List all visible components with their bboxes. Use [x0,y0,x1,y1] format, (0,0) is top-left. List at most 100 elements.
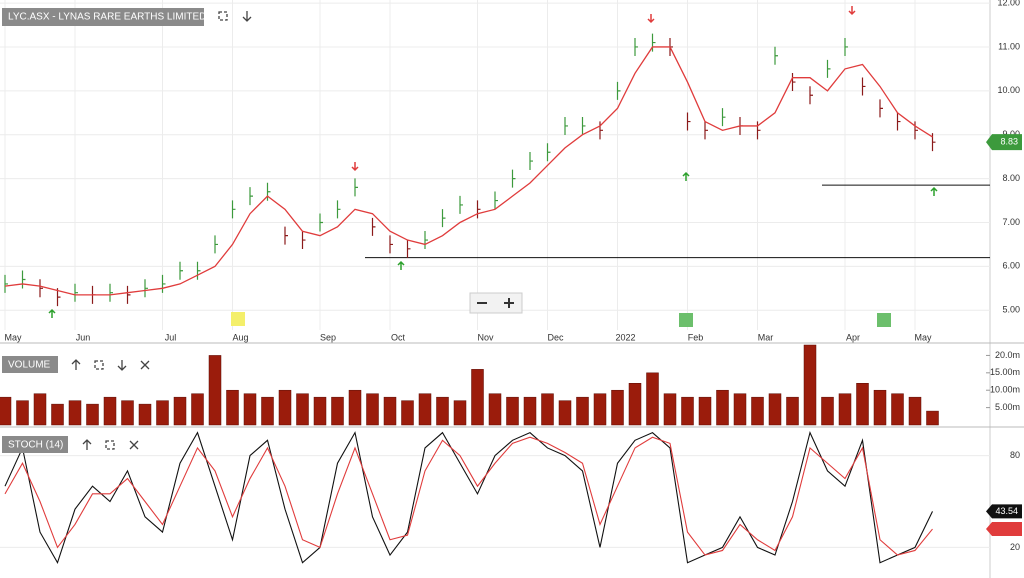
volume-bar [121,400,134,426]
y-tick-label: 9.00 [1002,129,1020,139]
chart-title: LYC.ASX - LYNAS RARE EARTHS LIMITED [8,12,206,23]
move-up-icon[interactable] [71,359,81,370]
y-tick-label: 5.00m [995,402,1020,412]
volume-bar [926,410,939,426]
y-tick-label: 6.00 [1002,261,1020,271]
price-bar [914,121,918,140]
sell-arrow [848,6,856,16]
sell-arrow [351,162,359,172]
volume-bar [873,389,887,426]
volume-bar [558,400,572,426]
x-tick-label: Feb [688,332,704,342]
volume-bar [68,400,82,426]
volume-bar [611,389,624,426]
volume-bar [191,393,204,426]
volume-bar [698,396,712,426]
expand-icon[interactable] [94,360,104,370]
volume-bar [786,396,799,426]
volume-bar [86,403,99,426]
volume-bar [838,393,852,426]
stoch-line [4,431,933,565]
price-bar [301,231,306,250]
volume-bar [366,393,379,426]
x-tick-label: May [4,332,22,342]
x-tick-label: 2022 [615,332,635,342]
price-bar [109,283,113,302]
close-icon[interactable] [129,440,139,450]
price-bar [721,108,726,127]
price-bar [319,213,323,232]
volume-bar [383,396,397,426]
volume-bar [0,396,12,426]
close-icon[interactable] [140,360,150,370]
price-bar [651,33,656,52]
price-bar [424,231,428,250]
volume-bar [593,393,607,426]
price-bar [634,37,638,56]
volume-bar [138,403,152,426]
volume-bar [646,372,659,426]
price-bar [371,217,376,236]
panel-title: VOLUME [8,360,51,371]
panel-title: STOCH (14) [8,440,63,451]
volume-bar [103,396,117,426]
price-bar [406,239,411,258]
y-tick-label: 15.00m [990,367,1020,377]
price-bar [809,86,813,105]
price-bar [476,200,481,219]
note-marker[interactable] [231,312,245,326]
price-bar [861,77,866,96]
volume-bar [751,396,764,426]
expand-icon[interactable] [218,11,228,21]
sell-arrow [647,14,655,24]
volume-bar [716,389,729,426]
price-bar [774,46,778,65]
price-bar [599,121,603,140]
price-bar [616,81,621,100]
volume-bar [51,403,64,426]
volume-bar [891,393,904,426]
event-marker[interactable] [877,313,891,327]
price-bar [826,59,831,78]
price-bar [74,283,78,302]
price-bar [511,169,516,188]
volume-bar [208,355,222,426]
move-down-icon[interactable] [117,360,127,371]
zoom-in[interactable] [504,298,514,308]
x-tick-label: Apr [846,332,860,342]
y-tick-label: 8.00 [1002,173,1020,183]
last-price-tag [986,134,1022,151]
move-up-icon[interactable] [82,439,92,450]
price-bar [231,200,236,219]
price-bar [179,261,183,280]
volume-bar [226,389,239,426]
price-bar [4,274,8,293]
volume-bar [628,383,642,426]
title-box [2,356,58,373]
volume-bar [576,396,589,426]
buy-arrow [682,171,690,181]
y-tick-label: 10.00 [997,85,1020,95]
event-markers [231,312,891,327]
last-value-tag [986,522,1022,537]
price-bar [144,279,148,298]
volume-bar [16,400,29,426]
price-bar [704,121,708,140]
volume-bar [856,383,869,426]
expand-icon[interactable] [105,440,115,450]
x-tick-label: Nov [477,332,494,342]
price-bar [21,270,26,289]
price-bar [844,37,848,56]
x-tick-label: Jul [165,332,177,342]
price-bar [791,73,796,92]
event-marker[interactable] [679,313,693,327]
price-bar [266,182,271,201]
y-tick-label: 7.00 [1002,217,1020,227]
x-tick-label: May [914,332,932,342]
price-bar [529,152,533,171]
collapse-icon[interactable] [242,11,252,22]
price-bar [354,178,358,197]
price-bar [389,235,393,254]
price-bar [686,112,691,131]
